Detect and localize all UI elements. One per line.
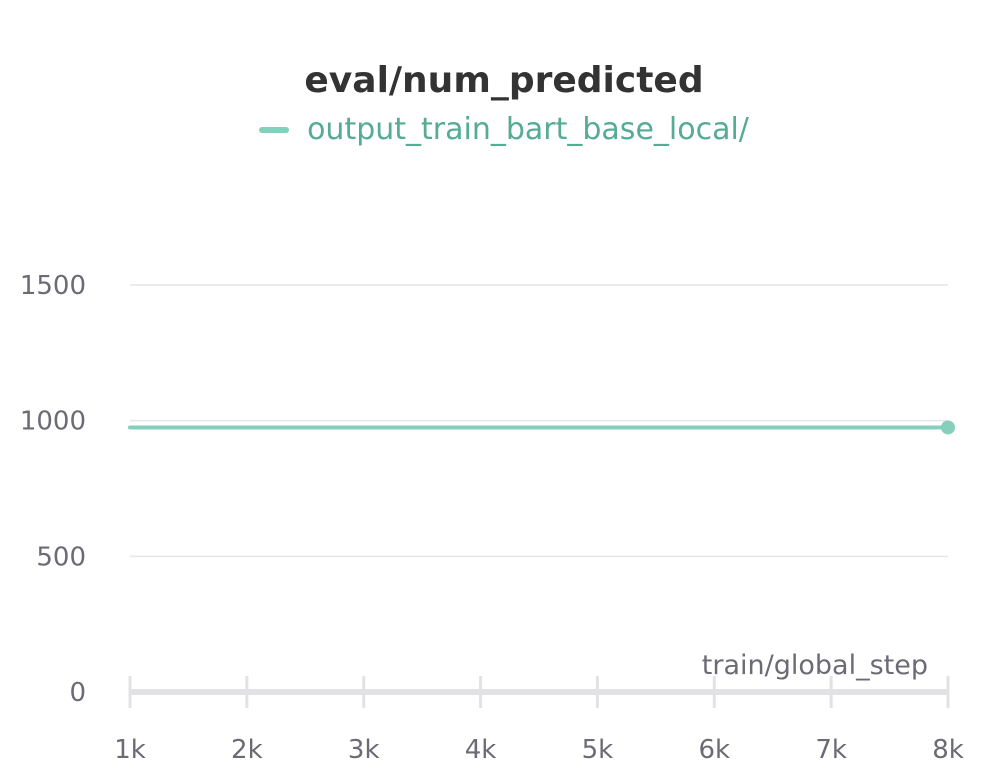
- x-tick-label-2000: 2k: [231, 735, 263, 765]
- y-tick-label-1500: 1500: [20, 271, 86, 301]
- series-layer: [128, 420, 955, 435]
- x-tick-label-5000: 5k: [582, 735, 614, 765]
- x-tick-label-1000: 1k: [114, 735, 146, 765]
- legend: output_train_bart_base_local/: [0, 110, 1008, 150]
- x-tick-label-4000: 4k: [465, 735, 497, 765]
- x-axis-title: train/global_step: [702, 650, 928, 681]
- y-tick-label-0: 0: [69, 678, 86, 708]
- legend-swatch: [259, 127, 290, 133]
- x-axis: [128, 676, 950, 708]
- legend-series-label: output_train_bart_base_local/: [307, 112, 749, 147]
- y-tick-label-1000: 1000: [20, 407, 86, 437]
- tick-labels: 0 500 1000 1500 1k 2k 3k 4k 5k 6k 7k 8k: [20, 271, 964, 765]
- x-tick-label-7000: 7k: [815, 735, 847, 765]
- y-tick-label-500: 500: [36, 542, 86, 572]
- x-tick-label-6000: 6k: [698, 735, 730, 765]
- chart-title: eval/num_predicted: [304, 60, 704, 101]
- x-tick-label-8000: 8k: [932, 735, 964, 765]
- grid-lines: [130, 284, 948, 558]
- x-tick-label-3000: 3k: [348, 735, 380, 765]
- series-end-point-0: [941, 420, 955, 435]
